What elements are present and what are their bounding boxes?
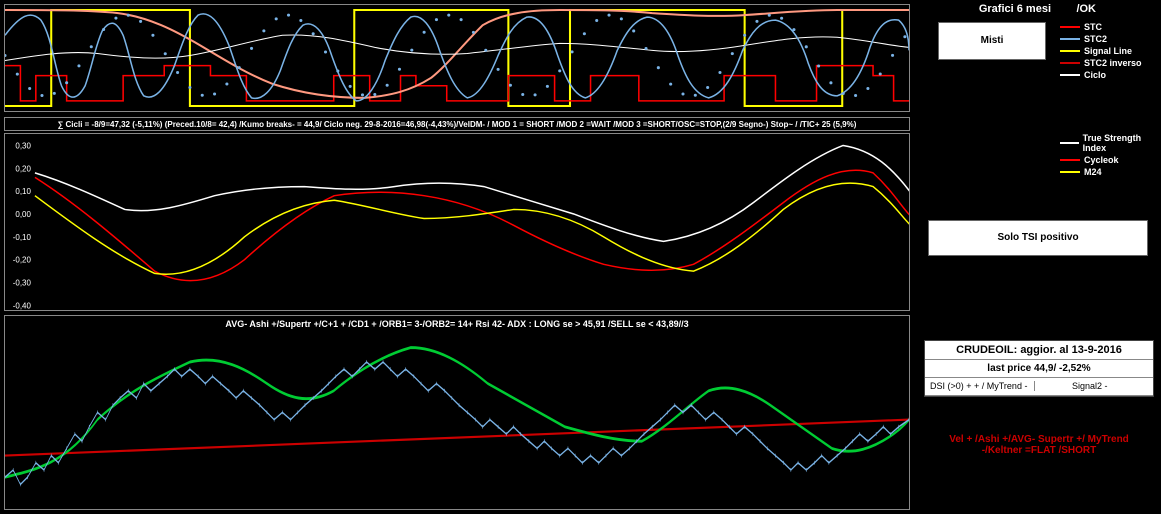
svg-text:-0,30: -0,30 [13, 279, 32, 288]
svg-text:0,20: 0,20 [15, 164, 31, 173]
legend-item: True Strength Index [1060, 133, 1161, 153]
legend-swatch [1060, 171, 1080, 173]
legend-item: STC2 inverso [1060, 58, 1142, 68]
chart1-svg [5, 5, 909, 111]
panel-2: 0,30 0,20 0,10 0,00 -0,10 -0,20 -0,30 -0,40 [4, 133, 910, 311]
panel2-legend: True Strength Index Cycleok M24 [1060, 133, 1161, 179]
info-last-price: last price 44,9/ -2,52% [925, 360, 1153, 378]
legend-label: Signal Line [1084, 46, 1132, 56]
legend-item: STC2 [1060, 34, 1142, 44]
legend-item: STC [1060, 22, 1142, 32]
legend-label: STC2 inverso [1084, 58, 1142, 68]
panel-1 [4, 4, 910, 112]
legend-swatch [1060, 159, 1080, 161]
info-summary: Vel + /Ashi +/AVG- Supertr +/ MyTrend -/… [924, 430, 1154, 460]
chart3-svg [5, 326, 909, 506]
svg-text:-0,10: -0,10 [13, 233, 32, 242]
info-panel: CRUDEOIL: aggior. al 13-9-2016 last pric… [924, 340, 1154, 397]
header-title: Grafici 6 mesi [979, 3, 1051, 15]
legend-label: M24 [1084, 167, 1102, 177]
svg-text:0,30: 0,30 [15, 141, 31, 150]
legend-swatch [1060, 26, 1080, 28]
legend-item: M24 [1060, 167, 1161, 177]
info-signal: Signal2 - [1037, 381, 1142, 391]
panel2-box: Solo TSI positivo [928, 220, 1148, 256]
svg-text:0,00: 0,00 [15, 210, 31, 219]
chart2-svg: 0,30 0,20 0,10 0,00 -0,10 -0,20 -0,30 -0,40 [5, 134, 909, 310]
status-line-1: ∑ Cicli = -8/9=47,32 (-5,11%) (Preced.10… [4, 117, 910, 131]
panel1-legend: STC STC2 Signal Line STC2 inverso Ciclo [1060, 22, 1142, 82]
legend-item: Signal Line [1060, 46, 1142, 56]
legend-item: Cycleok [1060, 155, 1161, 165]
legend-swatch [1060, 62, 1080, 64]
panel-3: AVG- Ashi +/Supertr +/C+1 + /CD1 + /ORB1… [4, 315, 910, 510]
legend-swatch [1060, 142, 1079, 144]
info-title: CRUDEOIL: aggior. al 13-9-2016 [925, 341, 1153, 360]
legend-label: Cycleok [1084, 155, 1119, 165]
legend-item: Ciclo [1060, 70, 1142, 80]
header-ok: /OK [1076, 3, 1096, 15]
status-line-2: AVG- Ashi +/Supertr +/C+1 + /CD1 + /ORB1… [5, 319, 909, 329]
svg-text:-0,40: -0,40 [13, 301, 32, 310]
legend-label: STC2 [1084, 34, 1107, 44]
svg-text:-0,20: -0,20 [13, 256, 32, 265]
legend-swatch [1060, 38, 1080, 40]
legend-label: STC [1084, 22, 1102, 32]
legend-label: Ciclo [1084, 70, 1106, 80]
svg-text:0,10: 0,10 [15, 187, 31, 196]
info-dsi: DSI (>0) + + / MyTrend - [930, 381, 1035, 391]
legend-swatch [1060, 50, 1080, 52]
legend-swatch [1060, 74, 1080, 76]
panel1-box: Misti [938, 22, 1046, 60]
legend-label: True Strength Index [1083, 133, 1161, 153]
